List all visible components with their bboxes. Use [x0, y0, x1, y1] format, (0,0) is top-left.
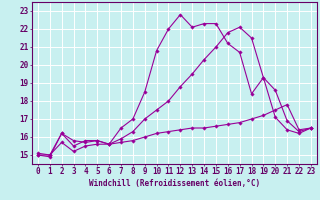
X-axis label: Windchill (Refroidissement éolien,°C): Windchill (Refroidissement éolien,°C) [89, 179, 260, 188]
